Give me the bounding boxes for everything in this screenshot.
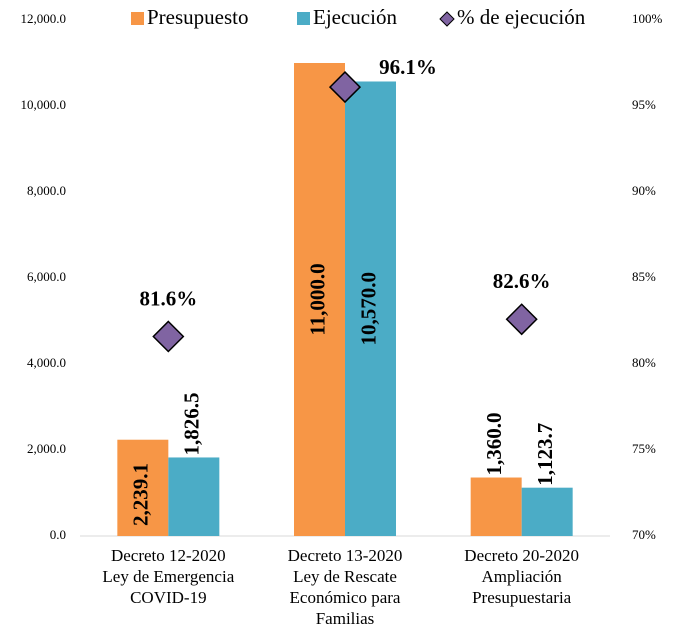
y-tick-label: 2,000.0: [27, 441, 66, 456]
legend-marker: [439, 11, 455, 27]
marker-value-label: 81.6%: [139, 286, 197, 310]
x-tick-label: Presupuestaria: [472, 588, 572, 607]
bar: [168, 457, 220, 536]
legend-swatch: [131, 12, 144, 25]
y2-tick-label: 90%: [632, 183, 656, 198]
x-tick-label: Familias: [316, 609, 375, 628]
x-tick-label: Decreto 13-2020: [288, 546, 403, 565]
y2-tick-label: 75%: [632, 441, 656, 456]
marker-value-label: 82.6%: [493, 269, 551, 293]
legend-swatch: [297, 12, 310, 25]
marker: [152, 320, 185, 353]
bar: [117, 439, 169, 536]
y2-tick-label: 100%: [632, 11, 663, 26]
bar: [294, 63, 345, 536]
bar: [345, 81, 396, 537]
y2-tick-label: 95%: [632, 97, 656, 112]
bar-value-label: 1,826.5: [180, 392, 204, 455]
y-tick-label: 12,000.0: [21, 11, 67, 26]
y-tick-label: 0.0: [50, 527, 66, 542]
y2-tick-label: 70%: [632, 527, 656, 542]
y-tick-label: 4,000.0: [27, 355, 66, 370]
bar: [470, 477, 522, 536]
bar-value-label: 11,000.0: [305, 263, 329, 335]
x-tick-label: Ley de Emergencia: [102, 567, 234, 586]
bar-value-label: 1,123.7: [533, 423, 557, 486]
marker: [505, 303, 538, 336]
y2-tick-label: 85%: [632, 269, 656, 284]
legend-label: % de ejecución: [457, 5, 586, 29]
y-tick-label: 10,000.0: [21, 97, 67, 112]
legend-label: Ejecución: [313, 5, 397, 29]
bar-value-label: 1,360.0: [482, 413, 506, 476]
bar: [521, 487, 573, 536]
x-tick-label: Ley de Rescate: [293, 567, 397, 586]
x-tick-label: Decreto 20-2020: [464, 546, 579, 565]
x-tick-label: Ampliación: [482, 567, 563, 586]
x-tick-label: COVID-19: [130, 588, 207, 607]
marker: [328, 71, 362, 104]
x-tick-label: Económico para: [290, 588, 401, 607]
legend-label: Presupuesto: [147, 5, 249, 29]
y2-tick-label: 80%: [632, 355, 656, 370]
bar-value-label: 10,570.0: [356, 272, 380, 346]
y-tick-label: 6,000.0: [27, 269, 66, 284]
x-tick-label: Decreto 12-2020: [111, 546, 226, 565]
marker-value-label: 96.1%: [379, 55, 437, 79]
y-tick-label: 8,000.0: [27, 183, 66, 198]
bar-value-label: 2,239.1: [129, 463, 153, 526]
